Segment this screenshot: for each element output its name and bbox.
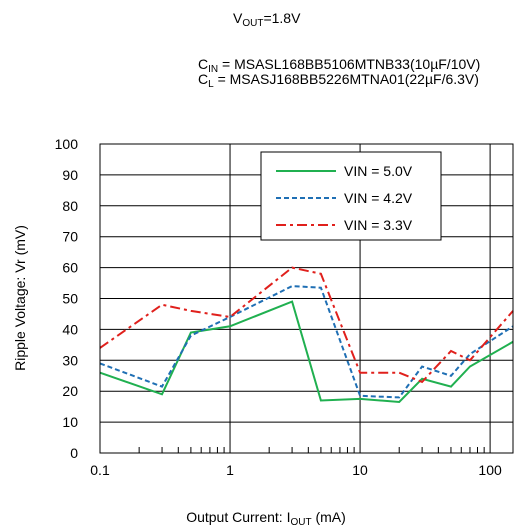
y-tick-label: 60 [62, 260, 78, 276]
y-tick-labels: 0 10 20 30 40 50 60 70 80 90 100 [55, 136, 79, 461]
x-tick-label: 0.1 [90, 462, 110, 478]
y-tick-label: 20 [62, 383, 78, 399]
plot-frame [99, 143, 514, 454]
minor-ticks [138, 447, 485, 453]
x-tick-label: 100 [478, 462, 502, 478]
legend-label: VIN = 5.0V [344, 163, 413, 179]
y-tick-label: 50 [62, 291, 78, 307]
series-group [99, 266, 514, 404]
vout-label: VOUT=1.8V [233, 10, 301, 29]
cin-label: CIN = MSASL168BB5106MTNB33(10µF/10V) [198, 56, 481, 75]
y-tick-label: 10 [62, 414, 78, 430]
x-axis-label: Output Current: IOUT (mA) [186, 509, 346, 526]
y-tick-label: 0 [70, 445, 78, 461]
y-tick-label: 90 [62, 167, 78, 183]
legend: VIN = 5.0V VIN = 4.2V VIN = 3.3V [260, 151, 442, 241]
y-tick-label: 100 [55, 136, 79, 152]
series-line [99, 266, 514, 384]
legend-label: VIN = 3.3V [344, 217, 413, 233]
y-tick-label: 40 [62, 321, 78, 337]
series-line [99, 285, 514, 399]
y-tick-label: 70 [62, 229, 78, 245]
cl-label: CL = MSASJ168BB5226MTNA01(22µF/6.3V) [198, 71, 479, 90]
x-tick-labels: 0.1 1 10 100 [90, 462, 502, 478]
y-tick-label: 30 [62, 352, 78, 368]
x-tick-label: 1 [226, 462, 234, 478]
y-axis-label: Ripple Voltage: Vr (mV) [12, 225, 28, 371]
x-tick-label: 10 [352, 462, 368, 478]
y-tick-label: 80 [62, 198, 78, 214]
legend-label: VIN = 4.2V [344, 190, 413, 206]
